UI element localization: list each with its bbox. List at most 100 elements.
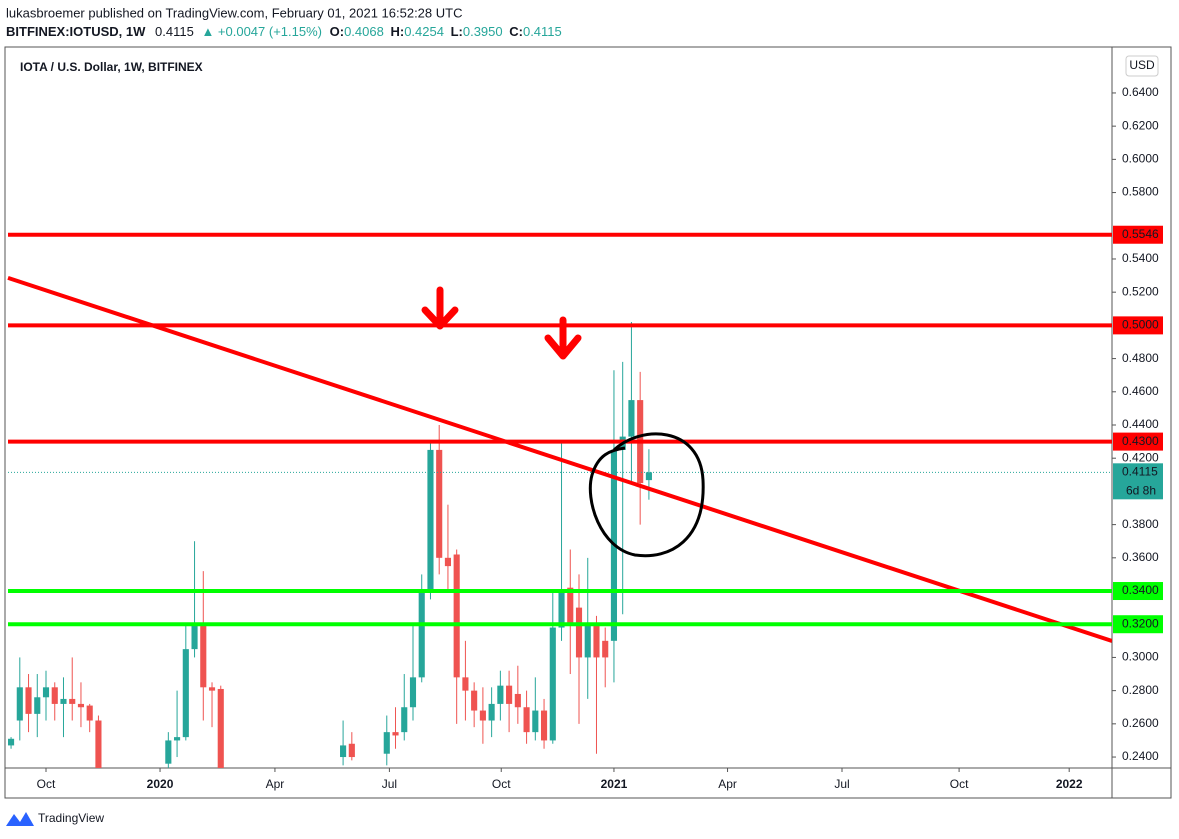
ohlc-value: 0.4115 — [523, 24, 562, 39]
ohlc-label: H: — [390, 24, 404, 39]
level-label-bg — [1113, 225, 1163, 244]
brand: TradingView — [38, 811, 104, 825]
level-label: 0.3200 — [1122, 616, 1159, 630]
currency[interactable]: USD — [1129, 58, 1155, 72]
last-price-bg — [1113, 463, 1163, 500]
candle-body — [77, 703, 85, 708]
x-tick-label: Apr — [718, 777, 737, 791]
candle-body — [34, 697, 41, 714]
level-label: 0.4300 — [1122, 434, 1159, 448]
y-tick-label: 0.3800 — [1122, 517, 1159, 531]
chart-frame — [4, 46, 1172, 799]
symbol: BITFINEX:IOTUSD, 1W — [6, 24, 146, 39]
candle-body — [532, 710, 539, 733]
symbol-line: BITFINEX:IOTUSD, 1W 0.4115 ▲ +0.0047 (+1… — [6, 24, 562, 39]
y-tick-label: 0.5800 — [1122, 185, 1159, 199]
candle-body — [86, 705, 93, 721]
annotations — [421, 286, 705, 558]
candle-body — [471, 690, 478, 711]
level-label-bg — [1113, 582, 1163, 601]
candle-body — [523, 707, 530, 733]
y-tick-label: 0.4400 — [1122, 417, 1159, 431]
candle-body — [191, 624, 198, 650]
candle-body — [165, 740, 172, 764]
candle-body — [593, 624, 600, 658]
candle-body — [340, 745, 347, 758]
y-tick-label: 0.4200 — [1122, 450, 1159, 464]
x-tick-label: Apr — [266, 777, 285, 791]
y-tick-label: 0.3000 — [1122, 650, 1159, 664]
candle-body — [174, 737, 181, 741]
y-tick-label: 0.2600 — [1122, 716, 1159, 730]
last: 0.4115 — [155, 24, 194, 39]
published-line: lukasbroemer published on TradingView.co… — [6, 5, 462, 20]
candle-body — [401, 707, 408, 733]
plot-area — [7, 232, 1112, 768]
x-tick-label: Oct — [37, 777, 56, 791]
candle-body — [549, 627, 556, 741]
level-label: 0.5000 — [1122, 318, 1159, 332]
candle-body — [392, 732, 399, 736]
x-tick-label: Oct — [950, 777, 969, 791]
ohlc-value: 0.3950 — [463, 24, 503, 39]
candle-body — [602, 640, 609, 658]
level-label: 0.3400 — [1122, 583, 1159, 597]
level-label-bg — [1113, 615, 1163, 634]
candle-body — [418, 591, 425, 678]
candle-body — [16, 687, 23, 721]
candle-body — [217, 688, 224, 768]
y-tick-label: 0.4600 — [1122, 384, 1159, 398]
level-label: 0.5546 — [1122, 227, 1159, 241]
x-tick-label: Jul — [834, 777, 849, 791]
logo: TradingView — [6, 811, 104, 826]
arrow — [544, 316, 582, 360]
candle-body — [409, 677, 417, 708]
candle-body — [444, 557, 451, 567]
candle-body — [479, 710, 486, 721]
candle-body — [95, 720, 102, 768]
candle-body — [200, 624, 207, 688]
x-tick-label: 2020 — [147, 777, 174, 791]
candle-body — [208, 687, 216, 691]
candle-body — [383, 732, 390, 754]
x-tick-label: 2022 — [1056, 777, 1083, 791]
y-tick-label: 0.3600 — [1122, 550, 1159, 564]
candle-body — [182, 649, 189, 738]
logo-icon — [6, 812, 34, 826]
candle-body — [488, 703, 495, 721]
candle-body — [8, 738, 15, 746]
candle-body — [42, 687, 50, 698]
y-tick-label: 0.2800 — [1122, 683, 1159, 697]
level-label-bg — [1113, 316, 1163, 335]
candle-body — [427, 449, 434, 592]
ohlc-label: L: — [451, 24, 463, 39]
y-tick-label: 0.2400 — [1122, 749, 1159, 763]
candle-body — [628, 400, 635, 437]
level-label-bg — [1113, 432, 1163, 451]
y-tick-label: 0.5400 — [1122, 251, 1159, 265]
arrow — [421, 286, 459, 330]
ohlc-value: 0.4254 — [404, 24, 444, 39]
candle-body — [575, 607, 583, 658]
candle-body — [462, 677, 469, 691]
change: ▲ +0.0047 (+1.15%) — [201, 24, 322, 39]
trendline — [7, 275, 1112, 643]
axes: 0.2400 0.2600 0.2800 0.3000 0.3600 0.3800 0.42… — [37, 85, 1163, 791]
candle-body — [25, 687, 32, 714]
ohlc-value: 0.4068 — [344, 24, 384, 39]
candle-body — [69, 698, 76, 704]
candle-body — [540, 710, 548, 741]
circle-drawing — [588, 432, 705, 558]
y-tick-label: 0.6000 — [1122, 152, 1159, 166]
x-tick-label: Oct — [492, 777, 511, 791]
x-tick-label: 2021 — [601, 777, 628, 791]
currency-button[interactable] — [1125, 55, 1159, 77]
candle-body — [645, 472, 652, 481]
candle-body — [506, 685, 513, 704]
candle-body — [60, 698, 67, 704]
last-price-label: 0.4115 — [1122, 464, 1158, 478]
candle-body — [348, 743, 355, 758]
y-tick-label: 0.5200 — [1122, 284, 1159, 298]
